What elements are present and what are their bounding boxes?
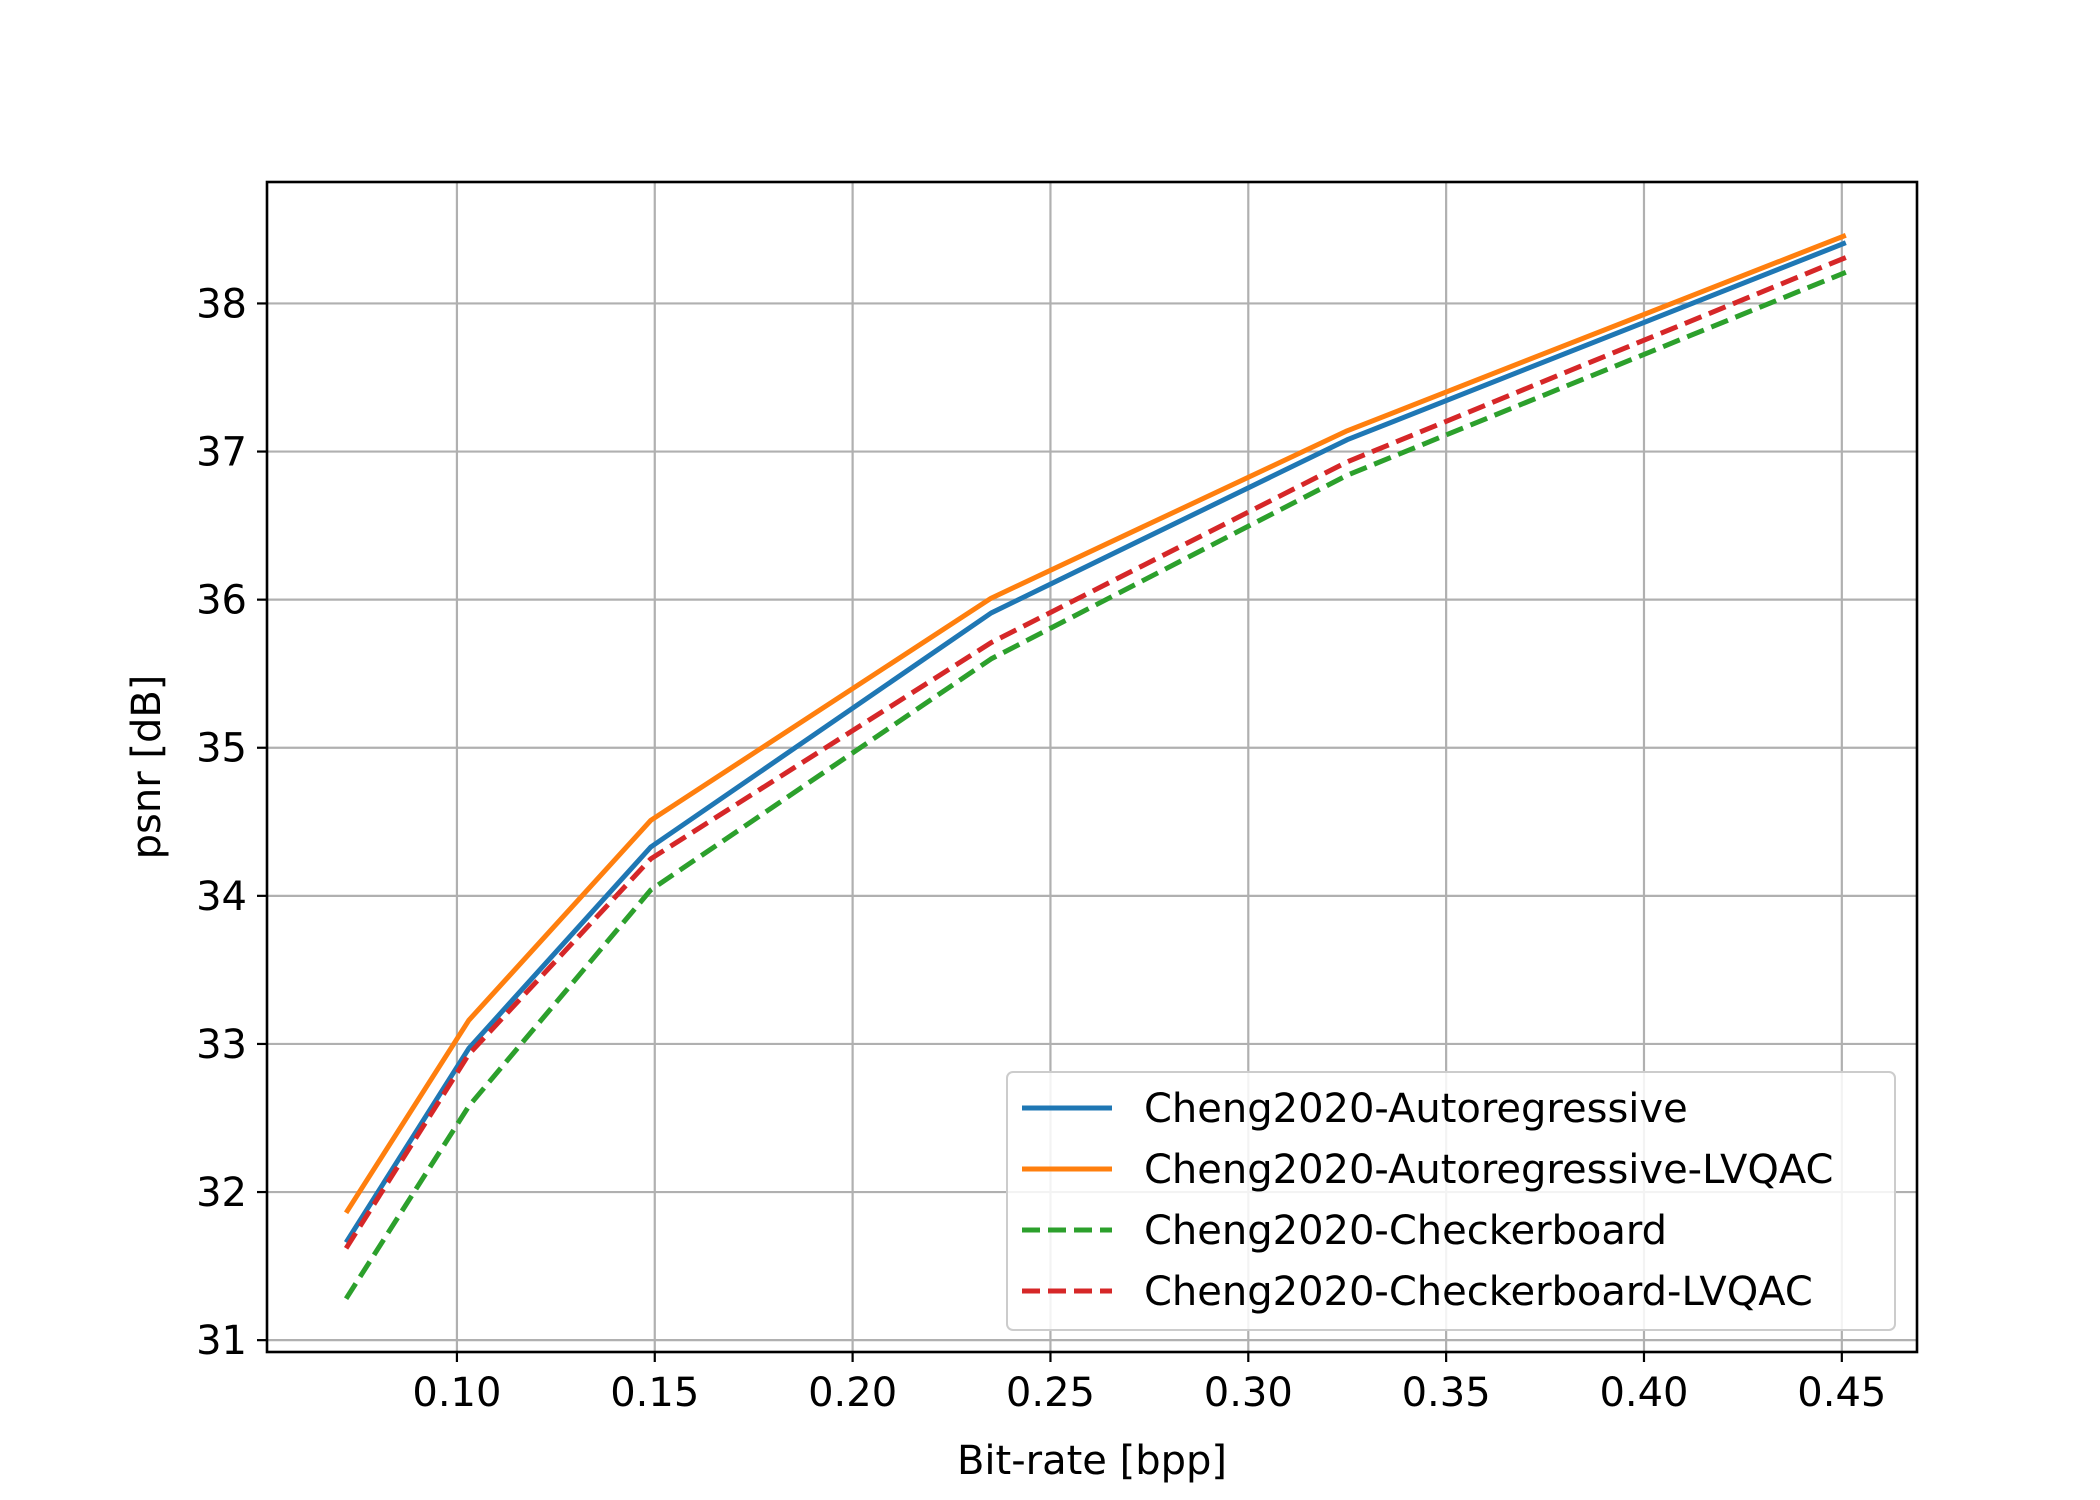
x-tick-label: 0.20 — [808, 1370, 897, 1416]
series-line-3 — [343, 269, 1847, 1301]
x-tick-label: 0.35 — [1402, 1370, 1491, 1416]
legend-label-1: Cheng2020-Autoregressive — [1144, 1086, 1688, 1132]
series-lines — [343, 232, 1847, 1301]
x-tick-label: 0.30 — [1204, 1370, 1293, 1416]
x-tick-label: 0.45 — [1797, 1370, 1886, 1416]
plot-frame — [265, 180, 1919, 1354]
y-tick-label: 35 — [196, 726, 247, 772]
legend: Cheng2020-Autoregressive Cheng2020-Autore… — [1006, 1071, 1896, 1331]
y-tick-label: 32 — [196, 1170, 247, 1216]
y-tick-label: 33 — [196, 1022, 247, 1068]
series-line-1 — [343, 240, 1847, 1244]
y-tick-label: 31 — [196, 1318, 247, 1364]
y-tick-label: 34 — [196, 874, 247, 920]
x-axis-ticks: 0.10 0.15 0.20 0.25 0.30 0.35 0.40 0.45 — [412, 1352, 1886, 1416]
x-tick-label: 0.40 — [1599, 1370, 1688, 1416]
x-tick-label: 0.10 — [412, 1370, 501, 1416]
y-axis-ticks: 31 32 33 34 35 36 37 38 — [196, 281, 267, 1364]
legend-label-4: Cheng2020-Checkerboard-LVQAC — [1144, 1269, 1813, 1315]
legend-label-3: Cheng2020-Checkerboard — [1144, 1208, 1667, 1254]
legend-label-2: Cheng2020-Autoregressive-LVQAC — [1144, 1147, 1833, 1193]
series-line-4 — [343, 255, 1847, 1250]
y-tick-label: 36 — [196, 578, 247, 624]
x-tick-label: 0.25 — [1006, 1370, 1095, 1416]
y-tick-label: 37 — [196, 430, 247, 476]
y-tick-label: 38 — [196, 281, 247, 327]
x-axis-label: Bit-rate [bpp] — [957, 1438, 1227, 1484]
x-tick-label: 0.15 — [610, 1370, 699, 1416]
series-line-2 — [343, 232, 1847, 1215]
y-axis-label: psnr [dB] — [124, 675, 170, 860]
legend-box — [1006, 1071, 1896, 1331]
